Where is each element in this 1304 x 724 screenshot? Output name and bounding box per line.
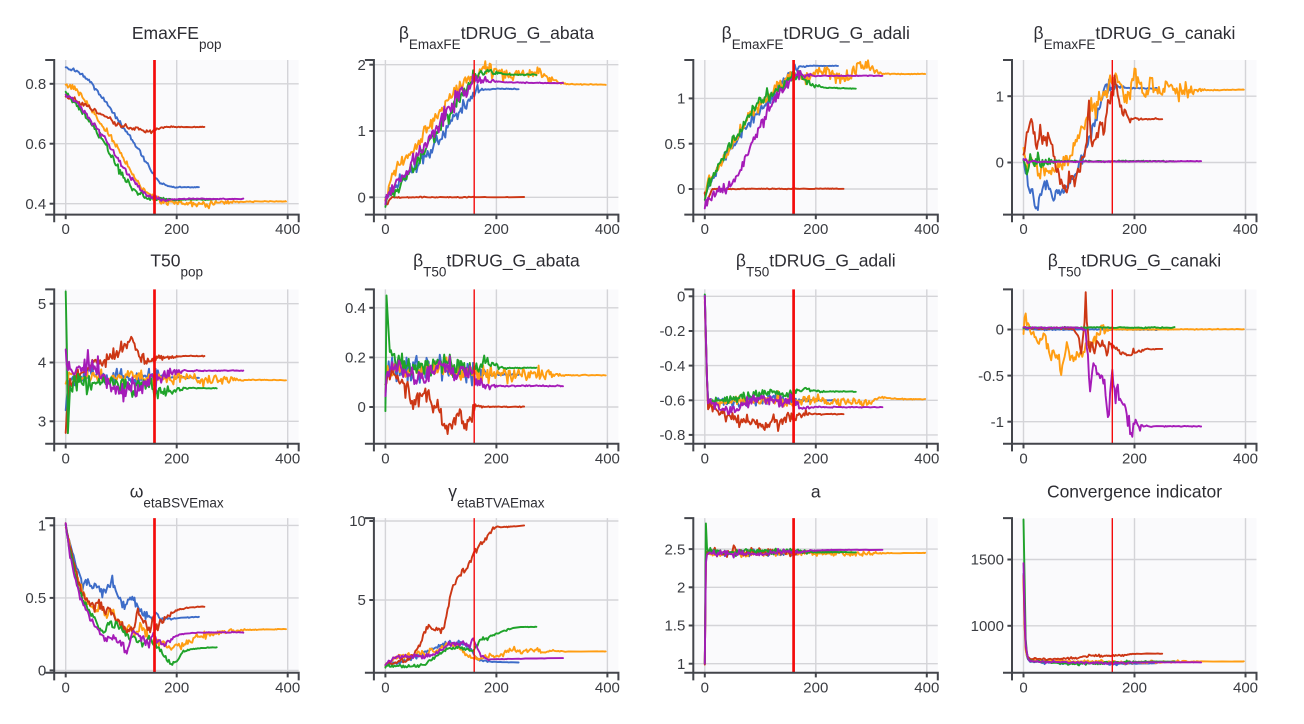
svg-text:200: 200 bbox=[803, 450, 828, 467]
svg-text:0: 0 bbox=[677, 181, 685, 198]
svg-text:400: 400 bbox=[914, 679, 939, 696]
svg-text:0.5: 0.5 bbox=[664, 136, 685, 153]
svg-text:2: 2 bbox=[677, 580, 685, 597]
svg-text:0: 0 bbox=[358, 190, 366, 207]
svg-text:400: 400 bbox=[914, 221, 939, 238]
svg-text:200: 200 bbox=[484, 450, 509, 467]
svg-text:200: 200 bbox=[164, 221, 189, 238]
svg-text:0: 0 bbox=[381, 679, 389, 696]
svg-text:200: 200 bbox=[484, 679, 509, 696]
svg-text:0.4: 0.4 bbox=[25, 196, 46, 213]
svg-text:10: 10 bbox=[349, 513, 366, 530]
svg-text:0: 0 bbox=[996, 322, 1004, 339]
svg-text:0.5: 0.5 bbox=[25, 590, 46, 607]
svg-text:400: 400 bbox=[275, 221, 300, 238]
svg-text:0: 0 bbox=[701, 221, 709, 238]
svg-text:2.5: 2.5 bbox=[664, 541, 685, 558]
svg-text:400: 400 bbox=[914, 450, 939, 467]
svg-text:400: 400 bbox=[275, 679, 300, 696]
svg-text:4: 4 bbox=[38, 355, 46, 372]
svg-text:400: 400 bbox=[595, 450, 620, 467]
svg-text:0: 0 bbox=[381, 450, 389, 467]
svg-text:0: 0 bbox=[1019, 450, 1027, 467]
svg-text:1: 1 bbox=[677, 656, 685, 673]
svg-text:0.2: 0.2 bbox=[345, 350, 366, 367]
svg-text:400: 400 bbox=[275, 450, 300, 467]
svg-text:-0.2: -0.2 bbox=[659, 323, 685, 340]
svg-text:-0.6: -0.6 bbox=[659, 393, 685, 410]
svg-text:200: 200 bbox=[164, 450, 189, 467]
svg-text:-0.4: -0.4 bbox=[659, 358, 685, 375]
svg-text:0: 0 bbox=[1019, 679, 1027, 696]
svg-text:200: 200 bbox=[1122, 450, 1147, 467]
svg-text:200: 200 bbox=[1122, 221, 1147, 238]
svg-text:5: 5 bbox=[38, 296, 46, 313]
svg-text:0: 0 bbox=[62, 450, 70, 467]
svg-text:0: 0 bbox=[677, 289, 685, 306]
svg-text:0: 0 bbox=[358, 399, 366, 416]
svg-text:400: 400 bbox=[595, 679, 620, 696]
svg-text:0.6: 0.6 bbox=[25, 136, 46, 153]
svg-text:400: 400 bbox=[1233, 221, 1258, 238]
svg-text:0: 0 bbox=[62, 221, 70, 238]
svg-text:1.5: 1.5 bbox=[664, 618, 685, 635]
svg-text:5: 5 bbox=[358, 592, 366, 609]
svg-text:0.4: 0.4 bbox=[345, 300, 366, 317]
svg-text:1: 1 bbox=[358, 123, 366, 140]
svg-text:βEmaxFEtDRUG_G_abata: βEmaxFEtDRUG_G_abata bbox=[399, 23, 594, 52]
svg-text:200: 200 bbox=[164, 679, 189, 696]
svg-text:0: 0 bbox=[62, 679, 70, 696]
svg-text:1: 1 bbox=[677, 91, 685, 108]
svg-text:-0.5: -0.5 bbox=[978, 368, 1004, 385]
svg-text:400: 400 bbox=[595, 221, 620, 238]
svg-text:200: 200 bbox=[1122, 679, 1147, 696]
svg-text:200: 200 bbox=[803, 679, 828, 696]
svg-text:0: 0 bbox=[1019, 221, 1027, 238]
svg-text:0: 0 bbox=[701, 679, 709, 696]
svg-text:1: 1 bbox=[38, 518, 46, 535]
svg-text:200: 200 bbox=[484, 221, 509, 238]
svg-text:0: 0 bbox=[701, 450, 709, 467]
svg-text:400: 400 bbox=[1233, 679, 1258, 696]
svg-text:0.8: 0.8 bbox=[25, 76, 46, 93]
svg-text:0: 0 bbox=[381, 221, 389, 238]
svg-text:-0.8: -0.8 bbox=[659, 427, 685, 444]
svg-text:0: 0 bbox=[38, 663, 46, 680]
svg-text:-1: -1 bbox=[991, 414, 1004, 431]
svg-text:2: 2 bbox=[358, 57, 366, 74]
svg-text:3: 3 bbox=[38, 414, 46, 431]
svg-text:Convergence indicator: Convergence indicator bbox=[1047, 482, 1222, 502]
svg-text:400: 400 bbox=[1233, 450, 1258, 467]
svg-text:1500: 1500 bbox=[971, 552, 1004, 569]
svg-text:a: a bbox=[811, 482, 821, 502]
svg-text:1000: 1000 bbox=[971, 618, 1004, 635]
svg-text:1: 1 bbox=[996, 88, 1004, 105]
svg-text:0: 0 bbox=[996, 155, 1004, 172]
svg-text:200: 200 bbox=[803, 221, 828, 238]
